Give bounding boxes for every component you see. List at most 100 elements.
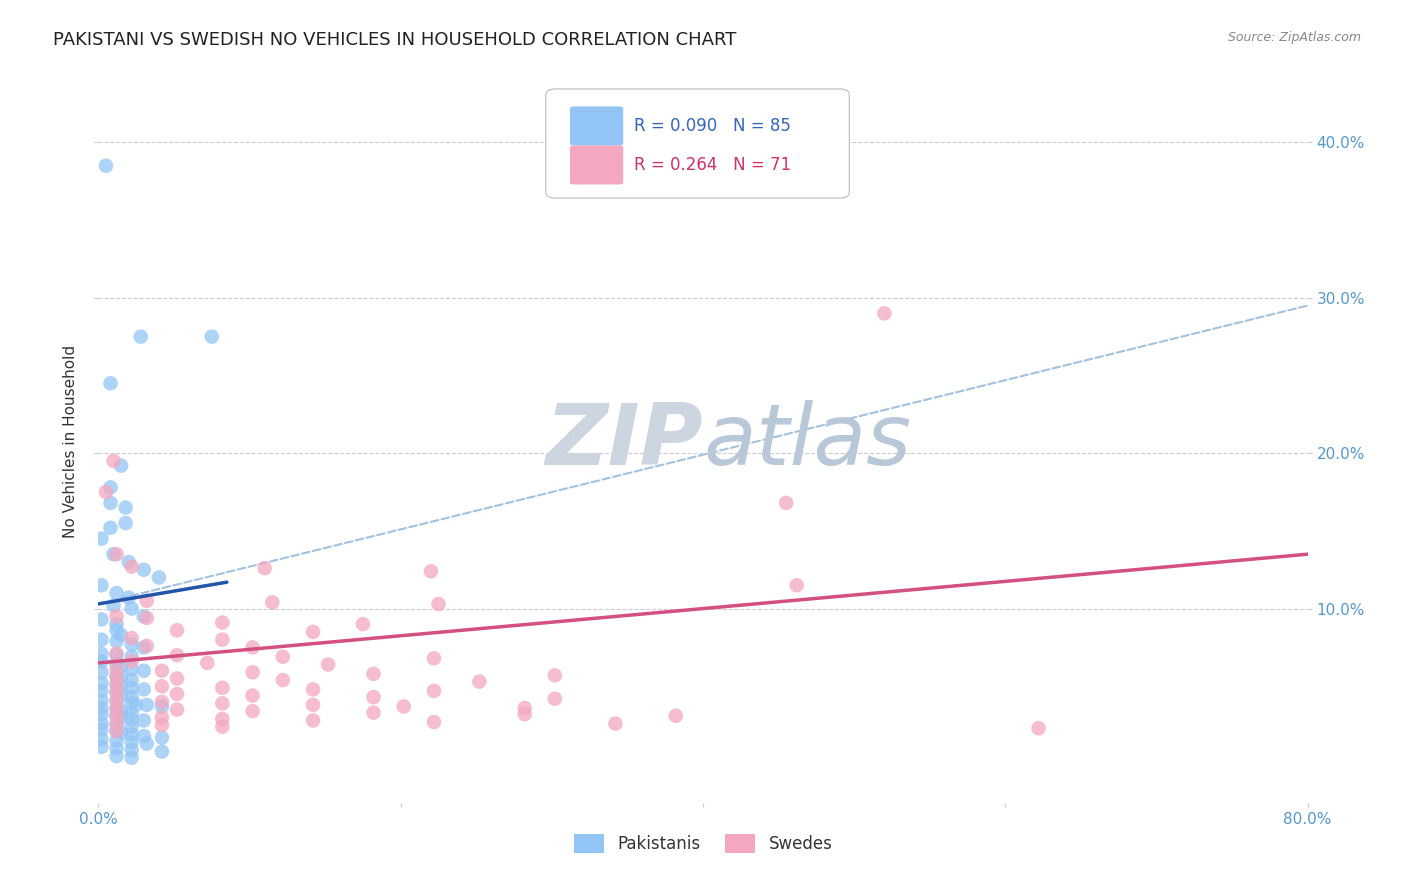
Point (121, 637, 143, 651)
Point (103, 547, 125, 561)
Point (110, 458, 132, 473)
Point (132, 664, 155, 678)
Point (352, 617, 374, 632)
Point (363, 706, 385, 720)
Point (665, 708, 688, 723)
Point (90, 732, 112, 747)
Point (114, 516, 136, 530)
Point (110, 670, 132, 684)
Point (121, 662, 143, 676)
Point (605, 716, 627, 731)
Point (242, 640, 264, 655)
Point (110, 679, 132, 693)
Point (135, 639, 157, 653)
Text: Source: ZipAtlas.com: Source: ZipAtlas.com (1227, 31, 1361, 45)
Point (135, 698, 157, 712)
Point (105, 648, 128, 663)
Point (150, 731, 173, 745)
FancyBboxPatch shape (569, 106, 623, 145)
Point (544, 691, 567, 706)
Point (166, 702, 188, 716)
Point (121, 649, 143, 664)
Text: atlas: atlas (703, 400, 911, 483)
Point (103, 599, 125, 613)
Point (105, 708, 128, 723)
Point (105, 685, 128, 699)
Point (316, 657, 339, 672)
Point (363, 690, 385, 705)
Point (302, 698, 325, 712)
Point (110, 689, 132, 703)
Point (121, 720, 143, 734)
Point (211, 720, 233, 734)
Point (90, 578, 112, 592)
Point (132, 729, 155, 743)
Point (90, 684, 112, 698)
Point (105, 668, 128, 682)
Point (105, 702, 128, 716)
Point (105, 647, 128, 661)
Point (129, 329, 152, 343)
Point (302, 714, 325, 728)
Point (90, 612, 112, 626)
Point (148, 570, 170, 584)
Point (513, 707, 536, 722)
Point (118, 591, 141, 605)
Point (132, 640, 155, 655)
Point (105, 724, 128, 739)
Point (121, 743, 143, 757)
Point (105, 547, 128, 561)
Point (90, 665, 112, 680)
Point (513, 701, 536, 715)
Point (100, 496, 122, 510)
Point (90, 676, 112, 690)
Point (90, 701, 112, 715)
Point (105, 634, 128, 648)
Point (1028, 721, 1050, 735)
Point (242, 704, 264, 718)
Point (271, 649, 294, 664)
Point (100, 480, 122, 494)
Point (423, 714, 446, 729)
Point (121, 601, 143, 615)
Point (271, 673, 294, 687)
Point (103, 454, 125, 468)
Point (262, 595, 284, 609)
Point (105, 662, 128, 676)
Point (166, 672, 188, 686)
Point (90, 723, 112, 737)
Point (121, 559, 143, 574)
Text: R = 0.264   N = 71: R = 0.264 N = 71 (634, 156, 792, 174)
Point (110, 628, 132, 642)
Point (105, 741, 128, 756)
Point (105, 685, 128, 699)
Point (211, 681, 233, 695)
Point (211, 712, 233, 726)
Point (105, 678, 128, 692)
Point (105, 701, 128, 715)
Point (132, 563, 155, 577)
FancyBboxPatch shape (569, 145, 623, 185)
Text: PAKISTANI VS SWEDISH NO VEHICLES IN HOUSEHOLD CORRELATION CHART: PAKISTANI VS SWEDISH NO VEHICLES IN HOUS… (53, 31, 737, 49)
Legend: Pakistanis, Swedes: Pakistanis, Swedes (567, 827, 839, 860)
Point (94, 159, 117, 173)
Point (132, 609, 155, 624)
Point (423, 651, 446, 665)
Point (105, 716, 128, 731)
Point (105, 624, 128, 638)
Point (121, 681, 143, 695)
Point (150, 679, 173, 693)
Point (211, 615, 233, 630)
Point (253, 561, 276, 575)
Point (121, 712, 143, 726)
Point (100, 376, 122, 391)
Point (90, 532, 112, 546)
Point (242, 689, 264, 703)
Point (125, 698, 148, 712)
Point (94, 485, 117, 500)
Point (150, 664, 173, 678)
Y-axis label: No Vehicles in Household: No Vehicles in Household (63, 345, 79, 538)
Point (90, 707, 112, 722)
Point (420, 564, 443, 578)
Point (105, 586, 128, 600)
